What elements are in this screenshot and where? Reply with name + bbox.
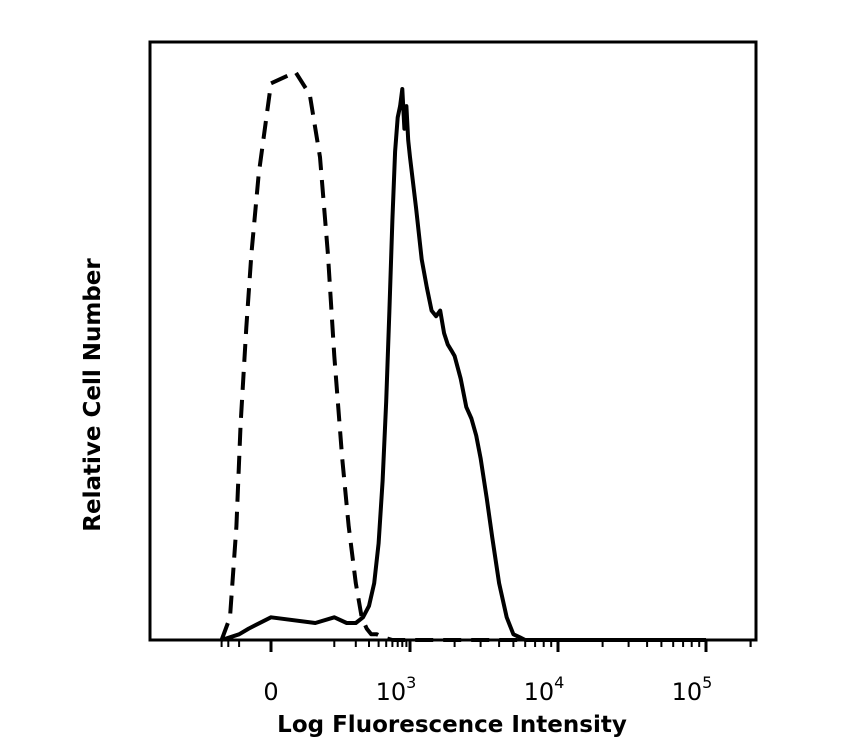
series-line-solid	[220, 87, 706, 642]
plot-frame	[148, 40, 758, 642]
x-tick-label: 104	[524, 673, 565, 706]
x-tick-labels: 0 103 104 105	[263, 673, 712, 706]
series-line-dashed	[219, 70, 706, 642]
x-tick-label: 0	[263, 678, 278, 706]
series-layer	[219, 70, 706, 642]
x-axis-title: Log Fluorescence Intensity	[277, 712, 627, 738]
x-tick-label: 103	[376, 673, 417, 706]
x-tick-label: 105	[672, 673, 713, 706]
y-axis-title: Relative Cell Number	[80, 258, 106, 532]
